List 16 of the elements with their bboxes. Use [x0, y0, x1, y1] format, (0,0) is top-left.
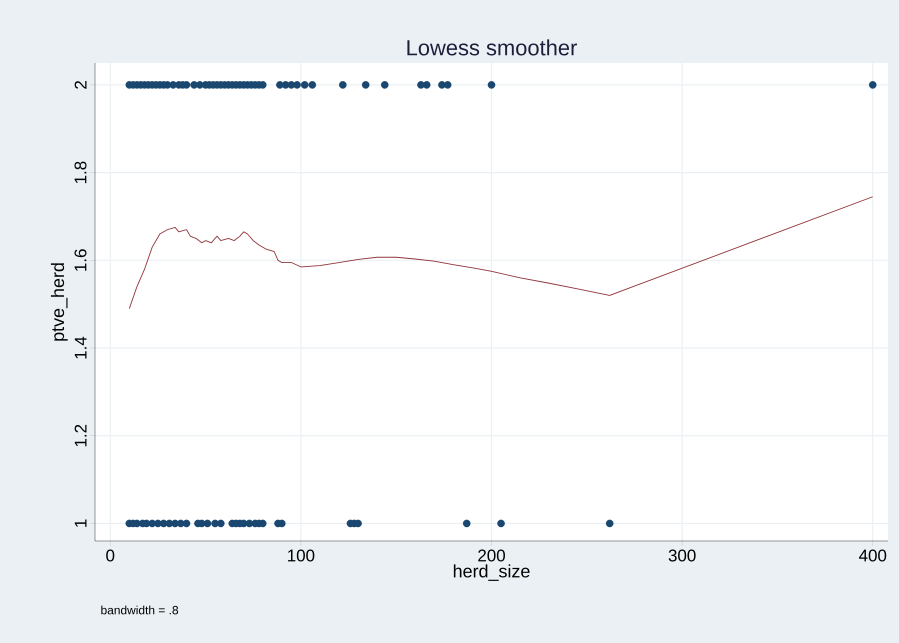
chart-title: Lowess smoother — [407, 39, 577, 56]
y-tick-label: 1.6 — [74, 249, 86, 271]
y-tick-label: 1.4 — [74, 336, 86, 359]
y-tick-label: 1.8 — [74, 162, 86, 184]
x-axis-title: herd_size — [454, 564, 530, 581]
line-series — [128, 196, 874, 310]
x-tick-label: 400 — [859, 550, 886, 562]
x-tick-label: 0 — [106, 550, 114, 562]
y-tick-label: 1 — [74, 520, 86, 527]
x-tick-label: 200 — [478, 550, 505, 562]
x-tick-label: 100 — [288, 550, 314, 562]
x-tick-label: 300 — [668, 550, 696, 562]
y-tick-label: 2 — [74, 81, 86, 89]
y-axis-title: ptve_herd — [50, 263, 68, 341]
text: bandwidth = .8 — [101, 606, 178, 614]
y-tick-label: 1.2 — [74, 424, 86, 446]
